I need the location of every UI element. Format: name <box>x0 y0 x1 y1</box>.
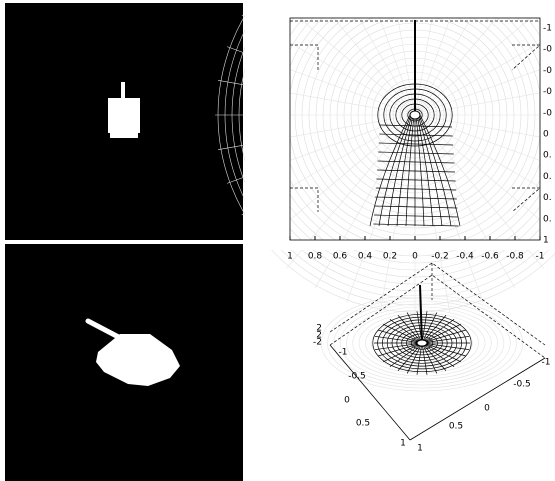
y-tick-label: -0 <box>543 45 552 55</box>
x-tick-label: 0.6 <box>333 252 348 262</box>
axis-label: 0 <box>344 396 350 406</box>
y-tick-label: 0. <box>543 193 552 203</box>
centre-hole <box>410 111 420 119</box>
y-tick-label: 0. <box>543 214 552 224</box>
x-tick-label: 0.2 <box>383 252 397 262</box>
mask <box>245 0 555 18</box>
y-tick-label: 1 <box>543 236 549 246</box>
axis-label: -1 <box>542 358 551 368</box>
x-tick-label: 0 <box>412 252 418 262</box>
mask <box>245 0 290 245</box>
y-tick-label: 0 <box>543 130 549 140</box>
axis-line <box>410 358 545 440</box>
axis-label: -2 <box>313 338 322 348</box>
x-tick-label: 1 <box>287 252 293 262</box>
y-tick-label: 0. <box>543 151 552 161</box>
axis-label: 1 <box>400 439 406 449</box>
mask <box>540 0 555 245</box>
mesh-line <box>374 215 458 217</box>
x-tick-label: 0.8 <box>308 252 323 262</box>
y-tick-label: 0. <box>543 172 552 182</box>
y-tick-label: -1 <box>543 24 552 34</box>
axis-label: -1 <box>339 348 348 358</box>
x-tick-label: -0.4 <box>456 252 474 262</box>
x-tick-label: 0.4 <box>358 252 373 262</box>
axis-label: 0 <box>484 404 490 414</box>
axis-label: 0.5 <box>449 422 463 432</box>
axis-label: 0.5 <box>356 419 370 429</box>
x-tick-label: -0.6 <box>481 252 499 262</box>
y-tick-label: -0 <box>543 66 552 76</box>
axis-label: -0.5 <box>513 380 531 390</box>
y-tick-label: -0 <box>543 87 552 97</box>
centre-hole <box>417 340 427 346</box>
polar-mesh-plot: 1 0.8 0.6 0.4 0.2 0 -0.2 -0.4 -0.6 -0.8 -1 -1 -0 -0 -0… <box>215 0 555 315</box>
mesh-line <box>373 224 458 226</box>
mesh-line <box>375 206 458 208</box>
y-tick-label: -0 <box>543 108 552 118</box>
figure: 1 0.8 0.6 0.4 0.2 0 -0.2 -0.4 -0.6 -0.8 -1 -1 -0 -0 -0… <box>0 0 555 481</box>
mesh-line <box>378 152 454 154</box>
mesh <box>370 20 460 226</box>
axis-label: -0.5 <box>348 372 366 382</box>
x-tick-label: -1 <box>536 252 545 262</box>
x-tick-label: -0.2 <box>431 252 449 262</box>
x-tick-label: -0.8 <box>506 252 524 262</box>
axis-label: 1 <box>417 444 423 454</box>
mask <box>245 240 555 250</box>
grid-spoke <box>415 115 483 303</box>
mesh-line <box>375 197 457 199</box>
figure-canvas: 1 0.8 0.6 0.4 0.2 0 -0.2 -0.4 -0.6 -0.8 -1 -1 -0 -0 -0… <box>0 0 555 481</box>
